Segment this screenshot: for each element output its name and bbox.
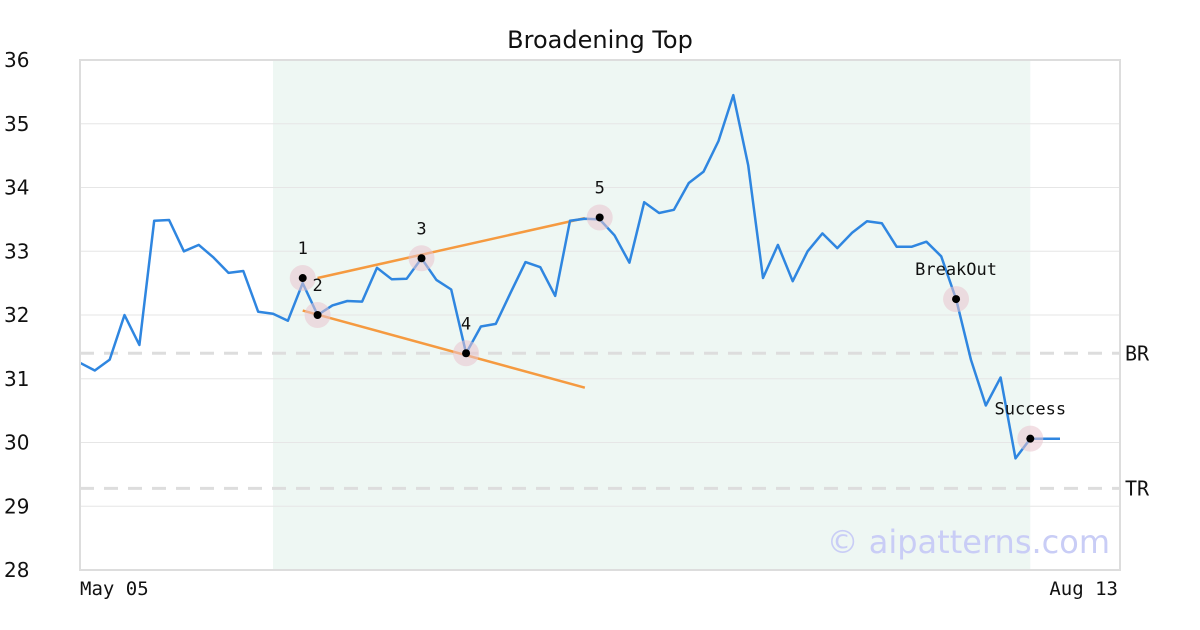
- y-tick-label: 36: [4, 48, 29, 72]
- marker-dot-success: [1026, 434, 1035, 443]
- marker-label-breakout: BreakOut: [915, 260, 997, 280]
- grid-layer: [80, 123, 1120, 507]
- trend-lines-layer: [302, 216, 586, 389]
- marker-dot-4: [462, 349, 471, 358]
- markers-layer: 12 3 4 5 BreakOut Success: [289, 178, 1066, 452]
- y-tick-label: 28: [4, 558, 29, 582]
- trend-line-2: [302, 309, 586, 389]
- marker-label-4: 4: [461, 314, 471, 334]
- marker-dot-3: [417, 254, 426, 263]
- marker-label-success: Success: [994, 400, 1066, 420]
- x-tick-end: Aug 13: [1049, 578, 1118, 600]
- plot-frame: [79, 59, 1121, 571]
- reference-label-br: BR: [1125, 341, 1150, 365]
- y-axis-ticks: 28 29 30 31 32 33 34 35 36: [4, 48, 29, 582]
- series-layer: [79, 93, 1060, 460]
- y-tick-label: 32: [4, 303, 29, 327]
- y-tick-label: 33: [4, 239, 29, 263]
- marker-label-1: 1: [298, 239, 308, 259]
- price-series-line: [79, 93, 1060, 460]
- x-tick-start: May 05: [80, 578, 149, 600]
- marker-dot-5: [595, 213, 604, 222]
- marker-dot-1: [298, 274, 307, 283]
- y-tick-label: 34: [4, 176, 29, 200]
- reference-lines-layer: BR TR: [80, 341, 1150, 500]
- chart-title: Broadening Top: [507, 26, 693, 54]
- y-tick-label: 29: [4, 494, 29, 518]
- y-tick-label: 35: [4, 112, 29, 136]
- marker-label-3: 3: [416, 219, 426, 239]
- reference-label-tr: TR: [1125, 476, 1150, 500]
- watermark: © aipatterns.com: [827, 523, 1110, 561]
- trend-line-1: [317, 216, 586, 280]
- marker-dot-2: [313, 311, 322, 319]
- marker-label-2: 2: [312, 276, 322, 296]
- marker-label-5: 5: [595, 178, 605, 198]
- y-tick-label: 31: [4, 367, 29, 391]
- marker-dot-breakout: [952, 295, 961, 304]
- y-tick-label: 30: [4, 431, 29, 455]
